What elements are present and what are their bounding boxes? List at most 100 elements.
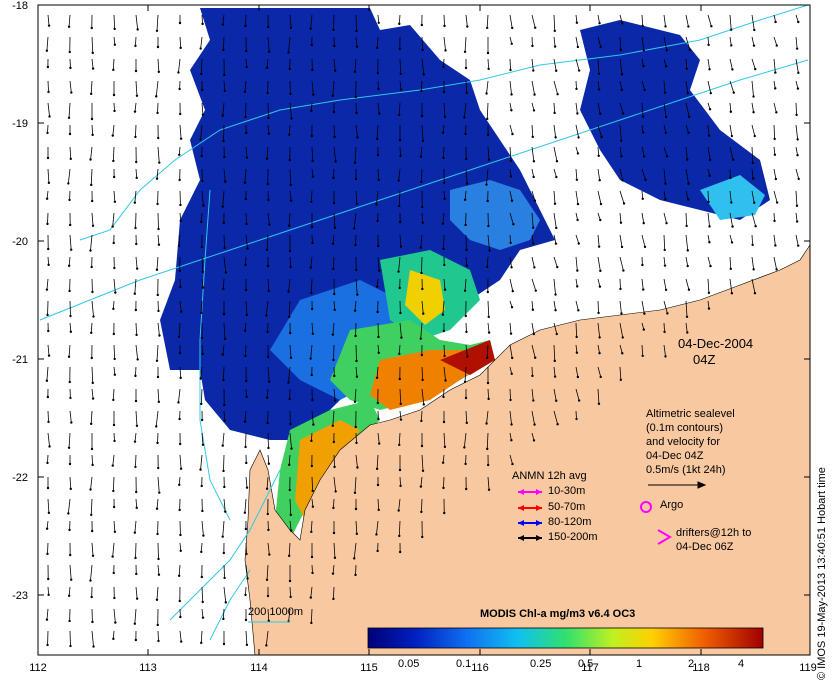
- velocity-arrow-head: [710, 25, 713, 28]
- velocity-arrow-head: [708, 108, 712, 111]
- lon-label: 113: [139, 662, 157, 674]
- velocity-arrow-head: [135, 424, 139, 428]
- velocity-arrow: [333, 476, 337, 492]
- velocity-arrow-head: [311, 398, 314, 402]
- velocity-arrow: [707, 146, 711, 160]
- velocity-arrow-head: [47, 247, 50, 251]
- velocity-arrow-head: [201, 443, 205, 446]
- velocity-arrow: [486, 410, 489, 424]
- velocity-arrow: [222, 520, 225, 537]
- velocity-arrow-head: [644, 178, 647, 182]
- velocity-arrow: [113, 366, 116, 375]
- velocity-arrow: [223, 564, 226, 578]
- velocity-arrow-head: [179, 615, 182, 619]
- velocity-arrow: [245, 564, 248, 579]
- velocity-arrow-head: [510, 423, 513, 426]
- velocity-arrow: [531, 344, 536, 358]
- velocity-arrow: [751, 278, 756, 294]
- velocity-arrow-head: [442, 329, 446, 333]
- velocity-arrow-head: [333, 556, 337, 560]
- velocity-arrow-head: [91, 133, 94, 137]
- velocity-arrow-head: [287, 290, 290, 293]
- velocity-arrow-head: [46, 552, 49, 556]
- velocity-arrow: [47, 124, 49, 133]
- lat-label: -19: [12, 118, 28, 130]
- velocity-arrow-head: [419, 337, 422, 340]
- velocity-arrow-head: [157, 243, 161, 246]
- velocity-arrow: [663, 102, 667, 118]
- velocity-arrow-head: [576, 202, 580, 206]
- velocity-arrow: [663, 322, 665, 332]
- velocity-arrow-head: [222, 617, 225, 621]
- velocity-arrow: [465, 410, 468, 423]
- velocity-arrow-head: [45, 618, 49, 621]
- velocity-arrow-head: [664, 288, 668, 292]
- velocity-arrow-head: [709, 91, 712, 95]
- velocity-arrow-head: [486, 51, 490, 55]
- velocity-arrow-head: [575, 87, 578, 91]
- velocity-arrow: [353, 542, 357, 559]
- velocity-arrow: [90, 410, 93, 424]
- anmn-item-label: 10-30m: [548, 485, 586, 497]
- velocity-arrow-head: [599, 45, 602, 49]
- velocity-arrow-head: [158, 161, 161, 164]
- velocity-arrow-head: [310, 307, 314, 311]
- velocity-arrow: [377, 498, 380, 510]
- velocity-arrow-head: [223, 576, 226, 580]
- velocity-arrow: [332, 234, 335, 244]
- velocity-arrow-head: [354, 507, 358, 511]
- velocity-arrow: [663, 190, 666, 200]
- velocity-arrow: [575, 234, 580, 244]
- velocity-arrow-head: [155, 425, 158, 428]
- velocity-arrow-head: [244, 593, 247, 597]
- velocity-arrow: [751, 36, 755, 46]
- velocity-arrow: [531, 212, 534, 228]
- velocity-arrow-head: [598, 179, 601, 182]
- velocity-arrow-head: [69, 248, 73, 251]
- velocity-arrow: [67, 498, 71, 514]
- velocity-arrow-head: [730, 134, 734, 138]
- velocity-arrow: [399, 146, 401, 156]
- velocity-arrow: [685, 234, 689, 251]
- velocity-arrow-head: [510, 372, 513, 375]
- velocity-arrow: [707, 278, 710, 293]
- velocity-arrow-head: [486, 117, 489, 121]
- velocity-arrow: [773, 168, 777, 180]
- velocity-arrow: [553, 14, 556, 31]
- velocity-arrow-head: [134, 226, 137, 230]
- velocity-arrow: [421, 256, 423, 273]
- velocity-arrow-head: [135, 176, 138, 180]
- velocity-arrow-head: [91, 224, 95, 227]
- velocity-arrow: [443, 476, 445, 488]
- velocity-arrow: [509, 212, 514, 225]
- velocity-arrow-head: [289, 265, 292, 269]
- velocity-arrow-head: [310, 555, 314, 559]
- velocity-arrow-head: [441, 313, 445, 316]
- velocity-arrow-head: [67, 182, 70, 185]
- velocity-arrow: [245, 388, 248, 397]
- velocity-arrow-head: [353, 491, 357, 494]
- velocity-arrow: [575, 322, 578, 337]
- velocity-arrow-head: [245, 49, 248, 53]
- velocity-arrow: [47, 410, 49, 422]
- velocity-arrow-head: [355, 45, 359, 48]
- velocity-arrow: [575, 300, 579, 311]
- colorbar-title: MODIS Chl-a mg/m3 v6.4 OC3: [480, 608, 636, 620]
- velocity-arrow: [157, 542, 159, 559]
- velocity-arrow-head: [555, 69, 558, 72]
- velocity-arrow-head: [442, 395, 445, 399]
- velocity-arrow-head: [289, 92, 292, 96]
- velocity-arrow-head: [221, 23, 225, 26]
- velocity-arrow-head: [246, 247, 249, 250]
- velocity-arrow-head: [355, 111, 358, 115]
- velocity-arrow-head: [177, 71, 180, 74]
- velocity-arrow: [112, 212, 115, 227]
- velocity-arrow-head: [156, 45, 160, 49]
- velocity-arrow-head: [48, 115, 51, 118]
- velocity-arrow: [751, 190, 755, 203]
- velocity-arrow-head: [598, 351, 601, 355]
- velocity-arrow: [531, 190, 536, 201]
- velocity-arrow-head: [485, 422, 488, 425]
- velocity-arrow: [465, 344, 468, 357]
- velocity-arrow: [795, 190, 798, 206]
